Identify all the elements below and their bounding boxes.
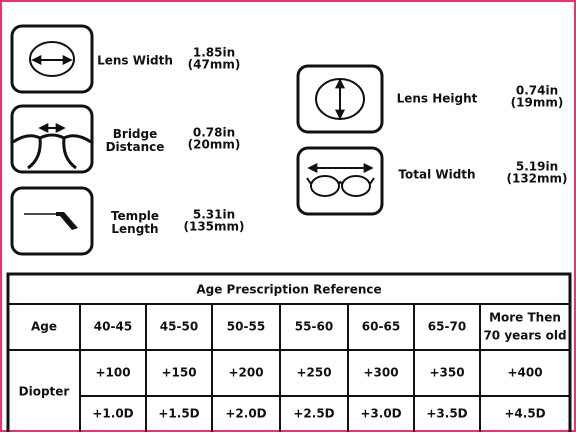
table-cell: +300 (363, 366, 398, 380)
measure-value: (20mm) (188, 138, 241, 152)
table-cell: +100 (95, 366, 130, 380)
measure-label: Lens Height (397, 92, 478, 106)
measure-value: (19mm) (511, 96, 564, 110)
table-header: More Then (489, 311, 561, 325)
measure-value: (135mm) (183, 220, 244, 234)
table-cell: +400 (507, 366, 542, 380)
measure-value: 0.78in (193, 126, 235, 140)
measure-value: 5.19in (516, 160, 558, 174)
table-header: 55-60 (295, 320, 333, 334)
table-header: 40-45 (94, 320, 132, 334)
icon-temple (10, 186, 94, 256)
measure-value: (47mm) (188, 58, 241, 72)
measure-label: Distance (106, 140, 165, 154)
table-cell: +4.5D (504, 407, 545, 421)
measure-label: Bridge (113, 127, 158, 141)
table-header: 70 years old (483, 329, 566, 343)
table-header: Age (31, 320, 57, 334)
measure-label: Lens Width (97, 54, 173, 68)
table-cell: +3.5D (426, 407, 467, 421)
icon-bridge (10, 104, 94, 174)
table-cell: +200 (228, 366, 263, 380)
table-header: 45-50 (160, 320, 198, 334)
table-cell: +350 (429, 366, 464, 380)
measure-value: 1.85in (193, 46, 235, 60)
icon-lens-height (296, 64, 384, 134)
table-title: Age Prescription Reference (196, 283, 381, 297)
table-cell: +150 (161, 366, 196, 380)
measure-label: Total Width (398, 168, 475, 182)
measure-value: (132mm) (506, 172, 567, 186)
measure-value: 0.74in (516, 84, 558, 98)
icon-total-width (296, 146, 384, 216)
measure-label: Length (111, 222, 158, 236)
table-cell: +2.0D (225, 407, 266, 421)
measure-value: 5.31in (193, 208, 235, 222)
table-cell: +1.5D (158, 407, 199, 421)
icon-lens-width (10, 24, 94, 94)
table-cell: +250 (296, 366, 331, 380)
table-cell: +2.5D (293, 407, 334, 421)
table-header: 65-70 (428, 320, 466, 334)
table-border (6, 272, 572, 432)
measure-label: Temple (111, 209, 159, 223)
row-label: Diopter (19, 385, 70, 399)
table-header: 50-55 (227, 320, 265, 334)
table-cell: +3.0D (360, 407, 401, 421)
table-header: 60-65 (362, 320, 400, 334)
table-cell: +1.0D (92, 407, 133, 421)
